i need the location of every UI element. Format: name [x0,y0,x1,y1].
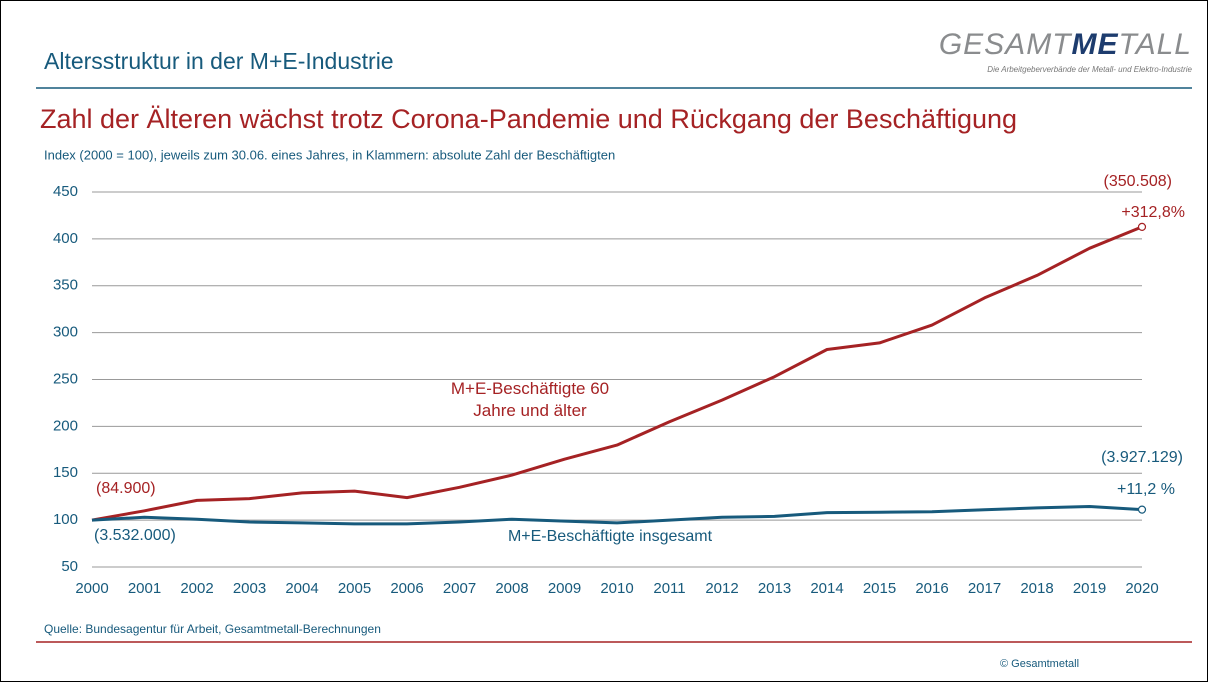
x-tick-label: 2018 [1020,580,1053,597]
logo-prefix: GESAMT [939,28,1073,61]
y-tick-label: 400 [53,230,78,247]
x-tick-label: 2013 [758,580,791,597]
end-marker [1137,505,1147,514]
series-label: M+E-Beschäftigte insgesamt [508,528,713,545]
annotation: +312,8% [1121,204,1185,221]
y-tick-label: 100 [53,511,78,528]
x-tick-label: 2015 [863,580,896,597]
y-tick-label: 350 [53,277,78,294]
logo: GESAMTMETALL [939,28,1192,61]
chart-title: Zahl der Älteren wächst trotz Corona-Pan… [40,104,1017,134]
copyright: © Gesamtmetall [1000,658,1079,670]
y-tick-label: 50 [61,558,78,575]
y-tick-label: 250 [53,370,78,387]
x-tick-label: 2011 [653,580,685,597]
x-tick-label: 2009 [548,580,581,597]
x-tick-label: 2017 [968,580,1001,597]
y-tick-label: 450 [53,183,78,200]
x-tick-label: 2001 [128,580,161,597]
source: Quelle: Bundesagentur für Arbeit, Gesamt… [44,622,381,636]
x-tick-label: 2012 [705,580,738,597]
annotation: +11,2 % [1117,481,1175,498]
x-tick-label: 2004 [285,580,318,597]
logo-mark: ME [1072,28,1119,61]
annotation: (3.532.000) [94,527,176,544]
series-line [91,225,1143,522]
y-tick-label: 300 [53,324,78,341]
annotation: (350.508) [1104,173,1173,190]
x-tick-label: 2003 [233,580,266,597]
x-tick-label: 2010 [600,580,633,597]
annotation: (84.900) [96,480,156,497]
logo-suffix: TALL [1119,28,1192,61]
x-tick-label: 2016 [915,580,948,597]
x-tick-label: 2014 [810,580,843,597]
logo-tagline: Die Arbeitgeberverbände der Metall- und … [987,65,1192,74]
x-tick-label: 2007 [443,580,476,597]
x-tick-label: 2006 [390,580,423,597]
chart-subtitle: Index (2000 = 100), jeweils zum 30.06. e… [44,147,615,162]
x-tick-label: 2005 [338,580,371,597]
series-label: M+E-Beschäftigte 60 Jahre und älter [450,379,610,420]
series-line [91,505,1143,526]
header-title: Altersstruktur in der M+E-Industrie [44,48,394,74]
x-tick-label: 2019 [1073,580,1106,597]
x-tick-label: 2020 [1125,580,1158,597]
x-tick-label: 2002 [180,580,213,597]
y-tick-label: 200 [53,417,78,434]
annotation: (3.927.129) [1101,449,1183,466]
x-tick-label: 2008 [495,580,528,597]
end-marker [1137,222,1147,231]
y-tick-label: 150 [53,464,78,481]
x-tick-label: 2000 [75,580,108,597]
